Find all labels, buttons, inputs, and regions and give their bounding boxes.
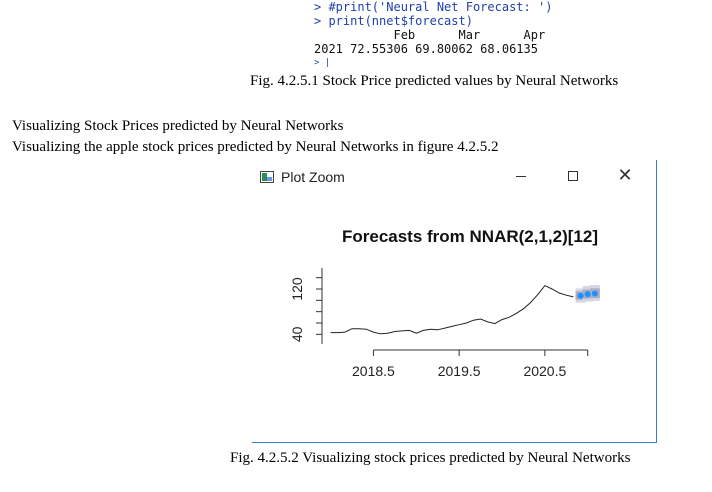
plot-area: 40 120 2018.5 2019.5 2020.5 xyxy=(289,268,600,379)
figure-1-caption: Fig. 4.2.5.1 Stock Price predicted value… xyxy=(250,73,619,89)
series-line-historical xyxy=(330,284,574,335)
x-tick-label: 2020.5 xyxy=(523,363,566,379)
console-line-3: Feb Mar Apr xyxy=(314,28,546,42)
close-icon: ✕ xyxy=(617,165,633,186)
maximize-icon xyxy=(568,171,578,181)
y-tick-label: 40 xyxy=(289,326,305,342)
forecast-point xyxy=(591,290,598,297)
console-prompt: > | xyxy=(314,58,331,68)
figure-2-caption: Fig. 4.2.5.2 Visualizing stock prices pr… xyxy=(230,450,631,466)
plot-zoom-app-icon xyxy=(260,171,274,183)
console-line-1: > #print('Neural Net Forecast: ') xyxy=(314,0,553,14)
maximize-button[interactable] xyxy=(550,162,596,192)
console-line-2: > print(nnet$forecast) xyxy=(314,14,473,28)
r-console-output: > #print('Neural Net Forecast: ') > prin… xyxy=(314,0,654,74)
window-titlebar[interactable]: Plot Zoom ✕ xyxy=(252,160,656,194)
console-line-4: 2021 72.55306 69.80062 68.06135 xyxy=(314,42,538,56)
section-heading: Visualizing Stock Prices predicted by Ne… xyxy=(12,118,344,134)
x-tick-label: 2018.5 xyxy=(352,363,395,379)
window-title: Plot Zoom xyxy=(281,169,345,185)
minimize-button[interactable] xyxy=(498,162,544,192)
section-text: Visualizing the apple stock prices predi… xyxy=(12,139,499,155)
y-tick-label: 120 xyxy=(289,277,305,301)
close-button[interactable]: ✕ xyxy=(602,162,648,192)
forecast-point xyxy=(584,291,591,298)
minimize-icon xyxy=(516,176,526,177)
plot-zoom-window: Plot Zoom ✕ Forecasts from NNAR(2,1,2)[1… xyxy=(252,160,657,443)
forecast-point xyxy=(577,292,584,299)
forecast-chart: Forecasts from NNAR(2,1,2)[12] 40 120 2018… xyxy=(289,227,600,379)
chart-title: Forecasts from NNAR(2,1,2)[12] xyxy=(342,227,598,246)
x-tick-label: 2019.5 xyxy=(438,363,481,379)
